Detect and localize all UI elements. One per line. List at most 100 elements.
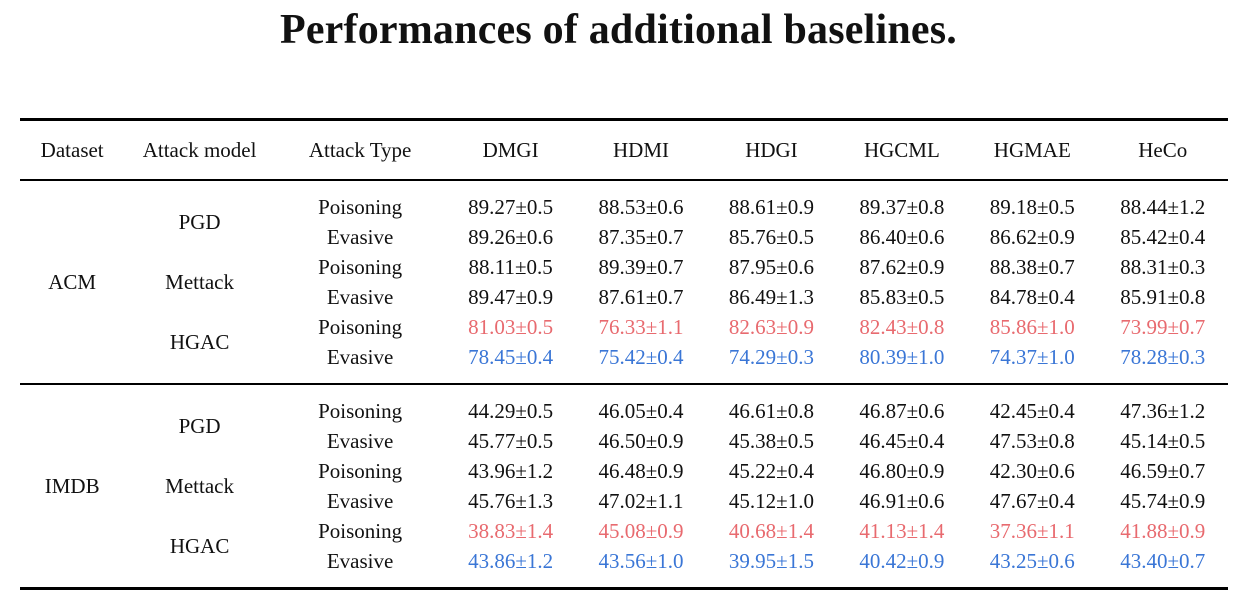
spacer-row <box>20 180 1228 192</box>
table-row: Evasive 45.76±1.3 47.02±1.1 45.12±1.0 46.91±… <box>20 486 1228 516</box>
value-cell: 88.44±1.2 <box>1120 195 1206 219</box>
value-cell: 87.35±0.7 <box>598 225 684 249</box>
value-cell: 85.91±0.8 <box>1120 285 1206 309</box>
table-title: Performances of additional baselines. <box>279 7 958 53</box>
spacer-row <box>20 576 1228 590</box>
attack-model-cell: Mettack <box>165 270 234 294</box>
value-cell: 42.45±0.4 <box>989 399 1075 423</box>
value-cell: 85.83±0.5 <box>859 285 945 309</box>
value-cell: 81.03±0.5 <box>468 315 554 339</box>
value-cell: 87.62±0.9 <box>859 255 945 279</box>
table-row: Mettack Poisoning 88.11±0.5 89.39±0.7 87.95±… <box>20 252 1228 294</box>
dataset-cell: ACM <box>48 270 97 294</box>
value-cell: 74.29±0.3 <box>728 345 814 369</box>
table-body: ACM PGD Poisoning 89.27±0.5 88.53±0.6 88.61±0… <box>20 180 1228 590</box>
attack-type-cell: Poisoning <box>318 459 403 483</box>
attack-type-cell: Poisoning <box>318 255 403 279</box>
value-cell: 47.53±0.8 <box>989 429 1075 453</box>
value-cell: 41.88±0.9 <box>1120 519 1206 543</box>
attack-type-cell: Evasive <box>326 549 394 573</box>
value-cell: 85.42±0.4 <box>1120 225 1206 249</box>
value-cell: 47.36±1.2 <box>1120 399 1206 423</box>
value-cell: 46.61±0.8 <box>728 399 814 423</box>
header-row: Dataset Attack model Attack Type DMGI HD… <box>20 118 1228 181</box>
value-cell: 42.30±0.6 <box>989 459 1075 483</box>
value-cell: 38.83±1.4 <box>468 519 554 543</box>
table-row: ACM PGD Poisoning 89.27±0.5 88.53±0.6 88.61±0… <box>20 192 1228 294</box>
value-cell: 80.39±1.0 <box>859 345 945 369</box>
value-cell: 85.76±0.5 <box>728 225 814 249</box>
value-cell: 88.61±0.9 <box>728 195 814 219</box>
value-cell: 88.11±0.5 <box>468 255 553 279</box>
table-row: Evasive 43.86±1.2 43.56±1.0 39.95±1.5 40.42±… <box>20 546 1228 576</box>
attack-type-cell: Evasive <box>326 225 394 249</box>
table-row: Evasive 45.77±0.5 46.50±0.9 45.38±0.5 46.45±… <box>20 426 1228 456</box>
value-cell: 46.91±0.6 <box>859 489 945 513</box>
value-cell: 46.87±0.6 <box>859 399 945 423</box>
value-cell: 88.53±0.6 <box>598 195 684 219</box>
value-cell: 89.18±0.5 <box>989 195 1075 219</box>
value-cell: 89.27±0.5 <box>468 195 554 219</box>
value-cell: 78.45±0.4 <box>468 345 554 369</box>
value-cell: 47.67±0.4 <box>989 489 1075 513</box>
value-cell: 74.37±1.0 <box>989 345 1075 369</box>
value-cell: 43.86±1.2 <box>468 549 554 573</box>
value-cell: 45.14±0.5 <box>1120 429 1206 453</box>
value-cell: 78.28±0.3 <box>1120 345 1206 369</box>
value-cell: 86.49±1.3 <box>728 285 814 309</box>
value-cell: 44.29±0.5 <box>468 399 554 423</box>
table-row: Evasive 89.47±0.9 87.61±0.7 86.49±1.3 85.83±… <box>20 282 1228 312</box>
value-cell: 43.40±0.7 <box>1120 549 1206 573</box>
attack-model-cell: HGAC <box>169 534 230 558</box>
value-cell: 46.45±0.4 <box>859 429 945 453</box>
value-cell: 43.96±1.2 <box>468 459 554 483</box>
value-cell: 41.13±1.4 <box>859 519 945 543</box>
table-row: Evasive 89.26±0.6 87.35±0.7 85.76±0.5 86.40±… <box>20 222 1228 252</box>
header-heco: HeCo <box>1097 118 1228 181</box>
value-cell: 86.62±0.9 <box>989 225 1075 249</box>
table-row: Mettack Poisoning 43.96±1.2 46.48±0.9 45.22±… <box>20 456 1228 498</box>
table-row: HGAC Poisoning 81.03±0.5 76.33±1.1 82.63±0.9… <box>20 312 1228 354</box>
spacer-cell <box>20 576 1228 590</box>
attack-type-cell: Evasive <box>326 285 394 309</box>
value-cell: 45.76±1.3 <box>468 489 554 513</box>
dataset-cell: IMDB <box>44 474 100 498</box>
value-cell: 82.43±0.8 <box>859 315 945 339</box>
value-cell: 47.02±1.1 <box>598 489 684 513</box>
value-cell: 75.42±0.4 <box>598 345 684 369</box>
header-dataset: Dataset <box>20 118 125 181</box>
header-hdgi: HDGI <box>706 118 837 181</box>
value-cell: 37.36±1.1 <box>989 519 1075 543</box>
value-cell: 43.25±0.6 <box>989 549 1075 573</box>
attack-model-cell: Mettack <box>165 474 234 498</box>
spacer-cell <box>20 180 1228 192</box>
attack-model-cell: HGAC <box>169 330 230 354</box>
value-cell: 82.63±0.9 <box>728 315 814 339</box>
value-cell: 46.80±0.9 <box>859 459 945 483</box>
attack-type-cell: Evasive <box>326 429 394 453</box>
header-hgcml: HGCML <box>836 118 968 181</box>
attack-type-cell: Poisoning <box>318 399 403 423</box>
attack-model-cell: PGD <box>178 210 221 234</box>
header-dmgi: DMGI <box>445 118 576 181</box>
value-cell: 87.61±0.7 <box>598 285 684 309</box>
value-cell: 45.12±1.0 <box>728 489 814 513</box>
value-cell: 39.95±1.5 <box>728 549 814 573</box>
value-cell: 46.48±0.9 <box>598 459 684 483</box>
value-cell: 88.38±0.7 <box>989 255 1075 279</box>
value-cell: 45.74±0.9 <box>1120 489 1206 513</box>
value-cell: 89.39±0.7 <box>598 255 684 279</box>
value-cell: 40.42±0.9 <box>859 549 945 573</box>
value-cell: 45.22±0.4 <box>728 459 814 483</box>
value-cell: 76.33±1.1 <box>598 315 684 339</box>
value-cell: 46.50±0.9 <box>598 429 684 453</box>
value-cell: 73.99±0.7 <box>1120 315 1206 339</box>
table-row: IMDB PGD Poisoning 44.29±0.5 46.05±0.4 46.61±… <box>20 396 1228 498</box>
value-cell: 46.59±0.7 <box>1120 459 1206 483</box>
header-attack-type: Attack Type <box>274 118 446 181</box>
value-cell: 89.26±0.6 <box>468 225 554 249</box>
value-cell: 88.31±0.3 <box>1120 255 1206 279</box>
attack-model-cell: PGD <box>178 414 221 438</box>
value-cell: 87.95±0.6 <box>728 255 814 279</box>
spacer-row <box>20 372 1228 384</box>
